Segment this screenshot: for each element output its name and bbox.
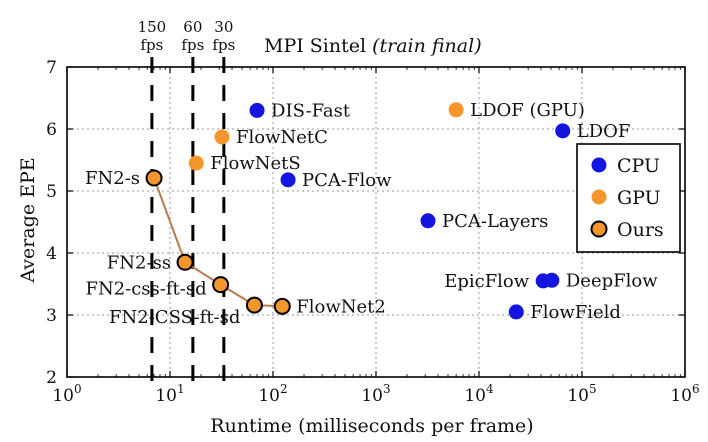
data-label: EpicFlow [444, 271, 530, 292]
series-gpu: FlowNetC FlowNetS LDOF (GPU) [188, 100, 585, 174]
data-label: FN2-css-ft-sd [85, 279, 206, 300]
series-ours: FN2-s FN2-ss FN2-css-ft-sd FN2-CSS-ft-sd Flo… [85, 168, 386, 328]
x-tick-label: 100 [52, 382, 81, 406]
data-point [508, 304, 524, 320]
fps-value-label: 60 [183, 18, 202, 36]
legend-marker [591, 157, 607, 173]
x-tick-label: 106 [670, 382, 699, 406]
x-tick-label: 102 [258, 382, 287, 406]
data-point [214, 129, 230, 145]
data-point [145, 169, 163, 187]
data-point [176, 253, 194, 271]
data-label: FlowField [530, 302, 621, 323]
data-point [420, 213, 436, 229]
y-tick-label: 3 [46, 306, 57, 326]
data-label: PCA-Flow [302, 170, 392, 191]
y-tick-label: 5 [46, 182, 57, 202]
data-point [212, 276, 230, 294]
series-layer: DIS-Fast PCA-Flow LDOF PCA-Layers EpicFlow De… [85, 100, 658, 328]
series-cpu: DIS-Fast PCA-Flow LDOF PCA-Layers EpicFlow De… [249, 100, 658, 323]
y-tick-label: 2 [46, 368, 57, 388]
x-tick-label: 105 [567, 382, 596, 406]
watermark: 知乎 @肖泽东 Shon [512, 404, 651, 422]
legend-marker [591, 189, 607, 205]
chart-title-italic: (train final) [372, 35, 482, 57]
data-label: DeepFlow [566, 270, 658, 291]
data-label: FlowNet2 [296, 296, 386, 317]
y-axis-label: Average EPE [17, 157, 39, 283]
data-label: PCA-Layers [442, 211, 548, 232]
data-point [273, 297, 291, 315]
fps-unit-label: fps [140, 36, 163, 54]
legend-label: Ours [617, 219, 664, 241]
data-point [448, 102, 464, 118]
x-tick-label: 103 [361, 382, 390, 406]
x-tick-label: 104 [464, 382, 494, 406]
y-tick-label: 6 [46, 120, 57, 140]
y-tick-label: 7 [46, 58, 57, 78]
data-point [249, 102, 265, 118]
x-axis-label: Runtime (milliseconds per frame) [210, 415, 533, 437]
chart-title: MPI Sintel (train final) [264, 35, 482, 57]
data-label: DIS-Fast [271, 100, 351, 121]
legend-marker [590, 220, 608, 238]
x-tick-label: 101 [155, 382, 184, 406]
fps-unit-label: fps [212, 36, 235, 54]
data-label: LDOF (GPU) [470, 100, 585, 121]
data-label: FN2-CSS-ft-sd [109, 307, 240, 328]
y-tick-label: 4 [46, 244, 57, 264]
data-point [245, 296, 263, 314]
fps-value-label: 150 [138, 18, 167, 36]
data-point [188, 155, 204, 171]
data-point [544, 272, 560, 288]
data-point [280, 172, 296, 188]
data-label: FN2-ss [107, 252, 171, 273]
data-label: LDOF [577, 121, 631, 142]
data-label: FlowNetS [210, 153, 300, 174]
axis-ticks: 100 101 102 103 104 105 106 2 3 4 5 6 7 [46, 58, 699, 406]
legend-label: GPU [617, 187, 661, 209]
data-point [555, 123, 571, 139]
legend: CPU GPU Ours [576, 143, 681, 253]
legend-label: CPU [617, 155, 660, 177]
data-label: FN2-s [85, 168, 140, 189]
fps-unit-label: fps [181, 36, 204, 54]
fps-value-label: 30 [214, 18, 233, 36]
data-label: FlowNetC [236, 127, 328, 148]
